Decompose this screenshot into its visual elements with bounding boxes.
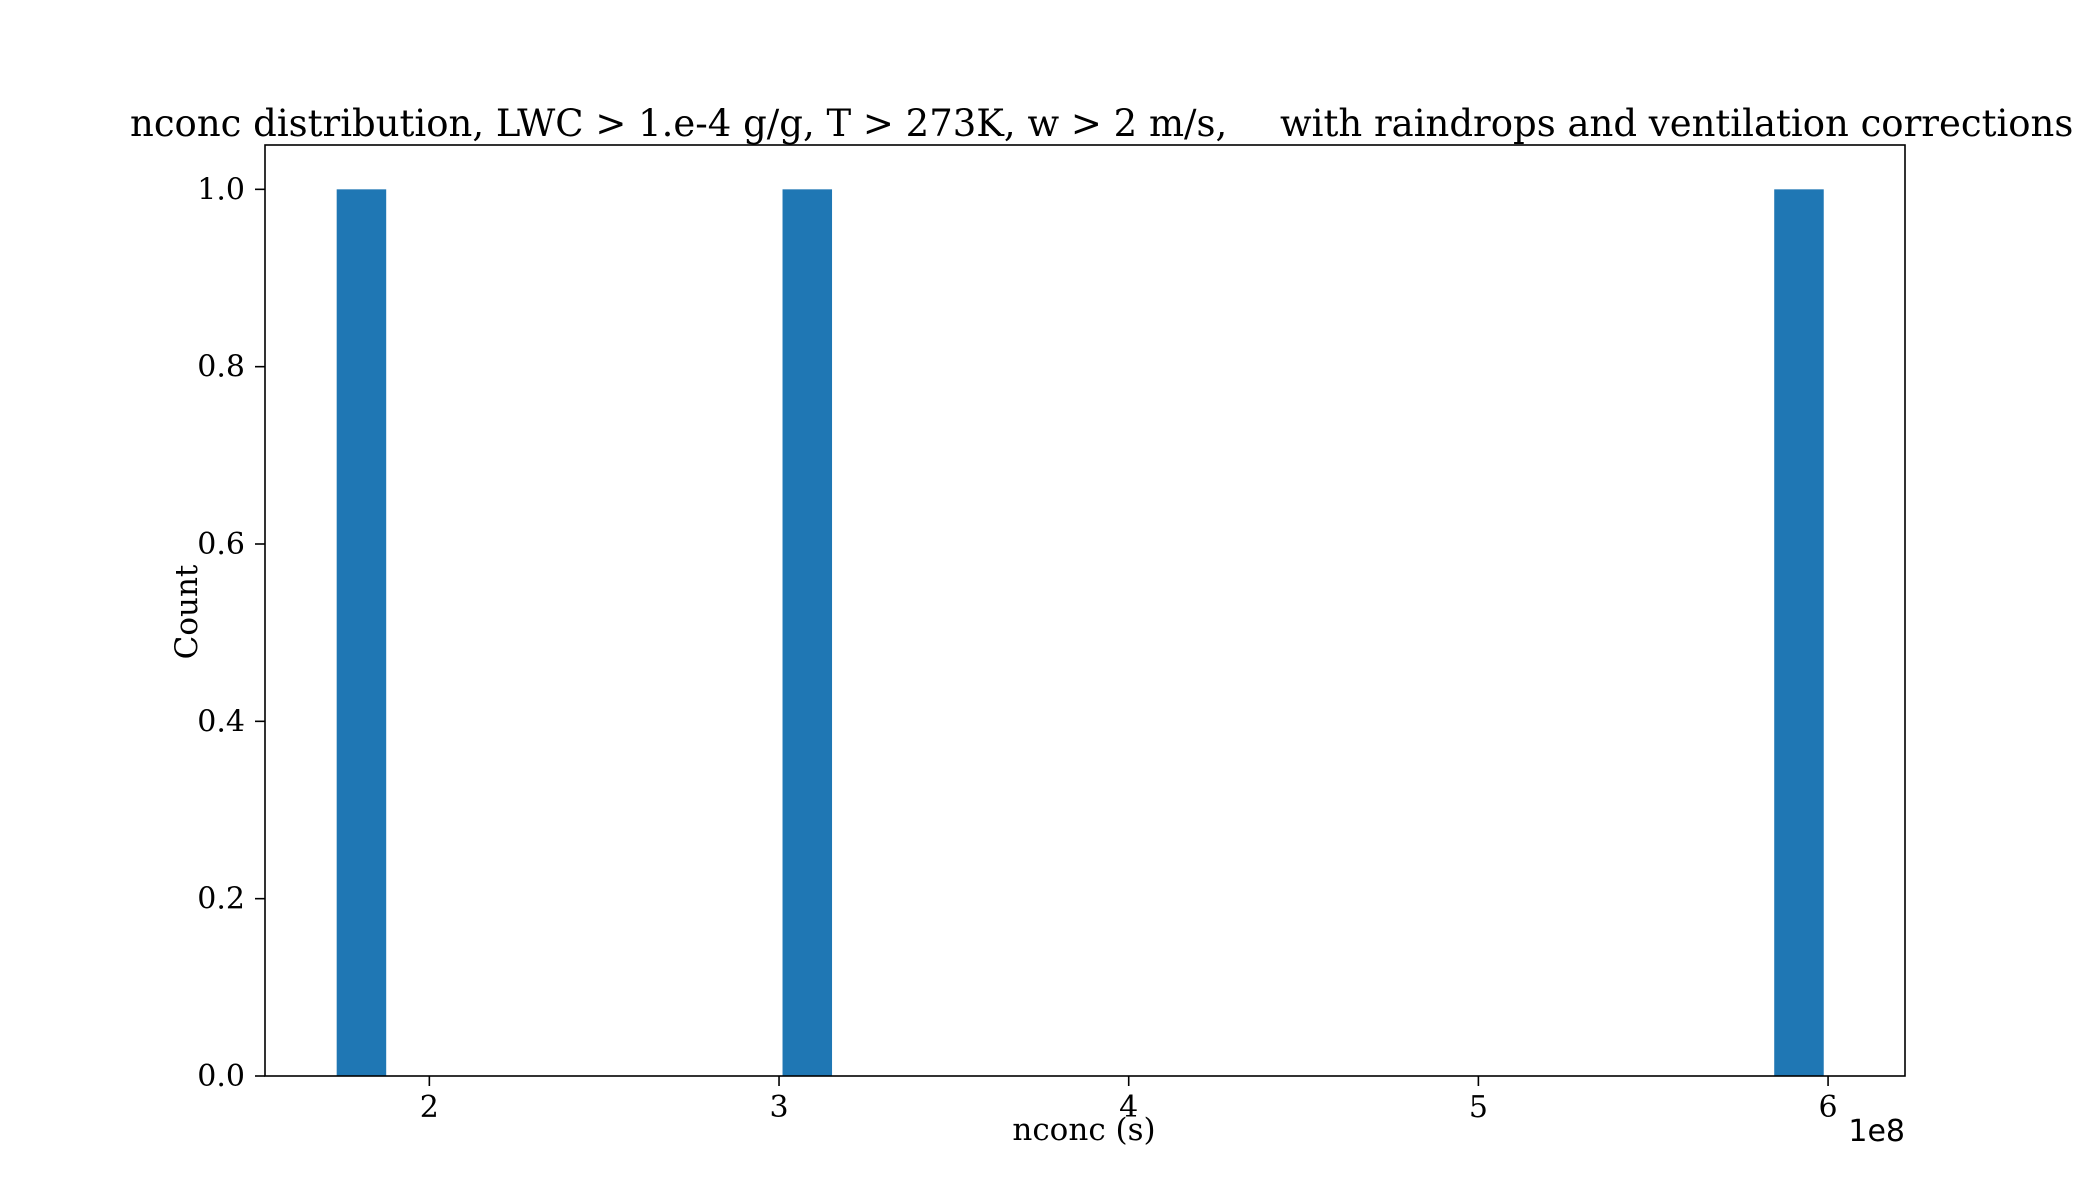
bars-group xyxy=(336,189,1824,1077)
x-axis-offset-label: 1e8 xyxy=(1848,1114,1905,1149)
chart-title-left: nconc distribution, LWC > 1.e-4 g/g, T >… xyxy=(130,102,1227,145)
y-tick-label: 0.2 xyxy=(197,882,245,917)
x-axis: 2 3 4 5 6 xyxy=(420,1076,1838,1125)
histogram-bar-3 xyxy=(1774,189,1824,1077)
x-tick-label: 4 xyxy=(1119,1090,1138,1125)
y-tick-label: 0.6 xyxy=(197,527,245,562)
chart-title-right: with raindrops and ventilation correctio… xyxy=(1280,102,2073,145)
x-tick-label: 6 xyxy=(1819,1090,1838,1125)
y-tick-label: 0.8 xyxy=(197,350,245,385)
y-axis-label: Count xyxy=(169,564,205,659)
y-tick-label: 1.0 xyxy=(197,172,245,207)
x-tick-label: 2 xyxy=(420,1090,439,1125)
histogram-bar-1 xyxy=(336,189,387,1077)
x-axis-label: nconc (s) xyxy=(1012,1112,1155,1148)
x-tick-label: 3 xyxy=(769,1090,788,1125)
x-tick-label: 5 xyxy=(1469,1090,1488,1125)
y-tick-label: 0.0 xyxy=(197,1059,245,1094)
y-axis: 0.0 0.2 0.4 0.6 0.8 1.0 xyxy=(197,172,265,1094)
y-tick-label: 0.4 xyxy=(197,704,245,739)
histogram-bar-2 xyxy=(782,189,833,1077)
plot-frame xyxy=(264,144,1906,1077)
